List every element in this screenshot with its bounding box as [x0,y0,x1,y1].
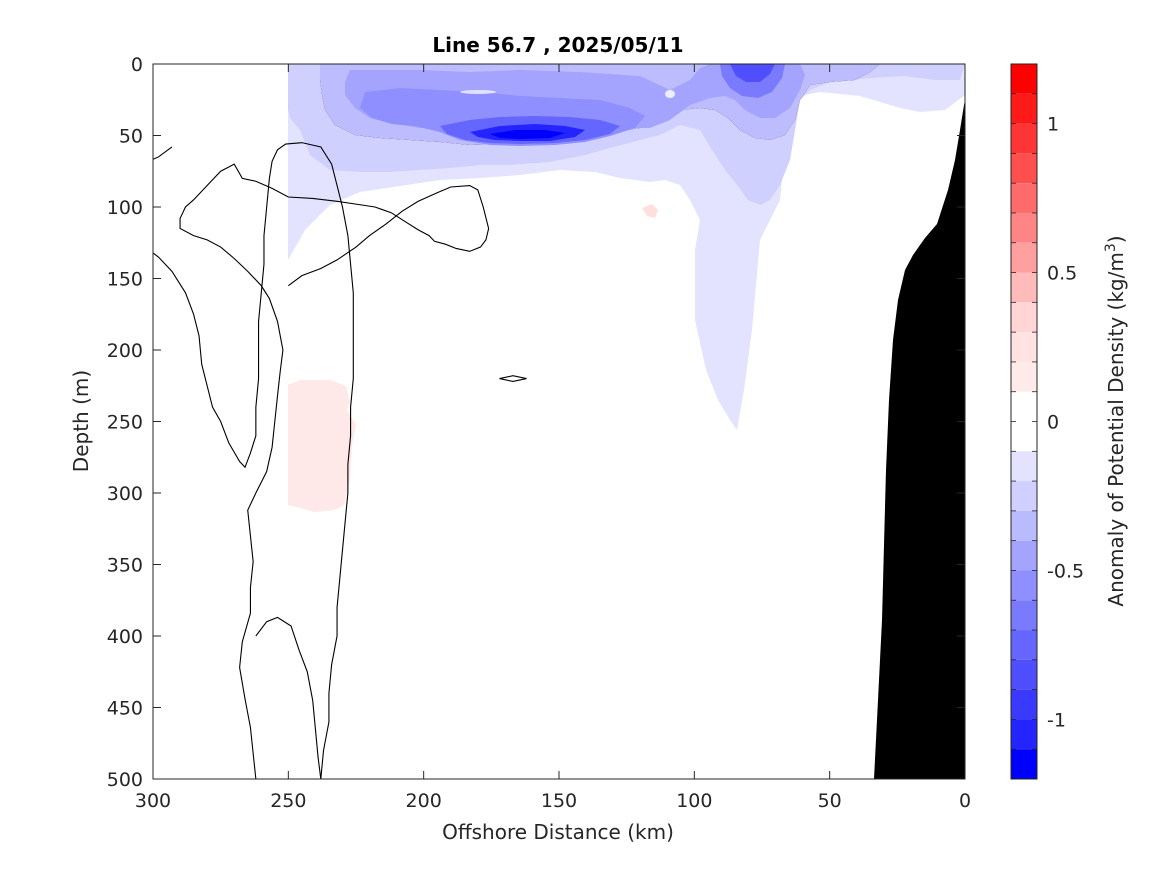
colorbar-level [1011,510,1037,541]
colorbar-level [1011,600,1037,631]
colorbar-label-end: ) [1104,235,1128,243]
colorbar-tick-label: 1 [1047,114,1059,136]
colorbar-level [1011,123,1037,154]
y-tick-label: 300 [107,483,143,505]
y-tick-label: 250 [107,412,143,434]
colorbar-level [1011,659,1037,690]
colorbar-level [1011,451,1037,482]
anomaly-region-pink-2 [642,204,658,218]
y-tick-label: 0 [131,54,143,76]
colorbar-level [1011,630,1037,660]
colorbar-label: Anomaly of Potential Density (kg/m3) [1103,235,1128,606]
colorbar-level [1011,749,1037,779]
zero-contour-layer [153,142,527,779]
anomaly-region-pink-1 [288,380,356,512]
colorbar-level [1011,93,1037,124]
colorbar-level [1011,332,1037,362]
colorbar-level [1011,64,1037,94]
colorbar-level [1011,212,1037,243]
colorbar [1011,64,1037,780]
y-tick-label: 150 [107,269,143,291]
colorbar-frame [1010,63,1038,780]
x-tick-label: 50 [818,790,842,812]
colorbar-ticks: 1 0.5 0 -0.5 -1 [1047,114,1084,732]
colorbar-level [1011,570,1037,601]
y-tick-label: 200 [107,340,143,362]
colorbar-level [1011,302,1037,333]
x-tick-label: 100 [676,790,712,812]
colorbar-level [1011,540,1037,571]
x-axis: 300 250 200 150 100 50 0 [135,64,971,812]
x-tick-label: 250 [270,790,306,812]
y-tick-label: 350 [107,555,143,577]
colorbar-level [1011,183,1037,213]
colorbar-tick-label: 0.5 [1047,263,1077,285]
colorbar-level [1011,719,1037,750]
y-tick-label: 450 [107,698,143,720]
colorbar-level [1011,391,1037,422]
colorbar-level [1011,421,1037,452]
y-axis: 0 50 100 150 200 250 300 350 400 450 500 [107,54,965,791]
colorbar-tick-label: -1 [1047,709,1066,731]
zero-contour-line [179,163,490,779]
y-axis-label: Depth (m) [69,370,93,472]
x-tick-label: 200 [406,790,442,812]
colorbar-tick-label: -0.5 [1047,560,1084,582]
x-tick-label: 300 [135,790,171,812]
y-tick-label: 500 [107,769,143,791]
zero-contour-line [255,616,322,779]
x-tick-label: 150 [541,790,577,812]
zero-contour-line [499,375,527,383]
anomaly-region-blue-6b [730,64,775,82]
colorbar-tick-label: 0 [1047,412,1059,434]
chart-title: Line 56.7 , 2025/05/11 [432,33,683,57]
seafloor-mask [874,100,965,779]
colorbar-level [1011,153,1037,184]
anomaly-fill-layer [288,64,965,512]
y-tick-label: 50 [119,126,143,148]
colorbar-level [1011,689,1037,720]
colorbar-level [1011,361,1037,392]
y-tick-label: 100 [107,197,143,219]
x-axis-label: Offshore Distance (km) [442,820,674,844]
colorbar-label-superscript: 3 [1103,243,1119,252]
colorbar-level [1011,242,1037,273]
colorbar-level [1011,272,1037,303]
zero-contour-line [153,142,354,779]
y-tick-label: 400 [107,626,143,648]
x-tick-label: 0 [959,790,971,812]
colorbar-level [1011,481,1037,511]
